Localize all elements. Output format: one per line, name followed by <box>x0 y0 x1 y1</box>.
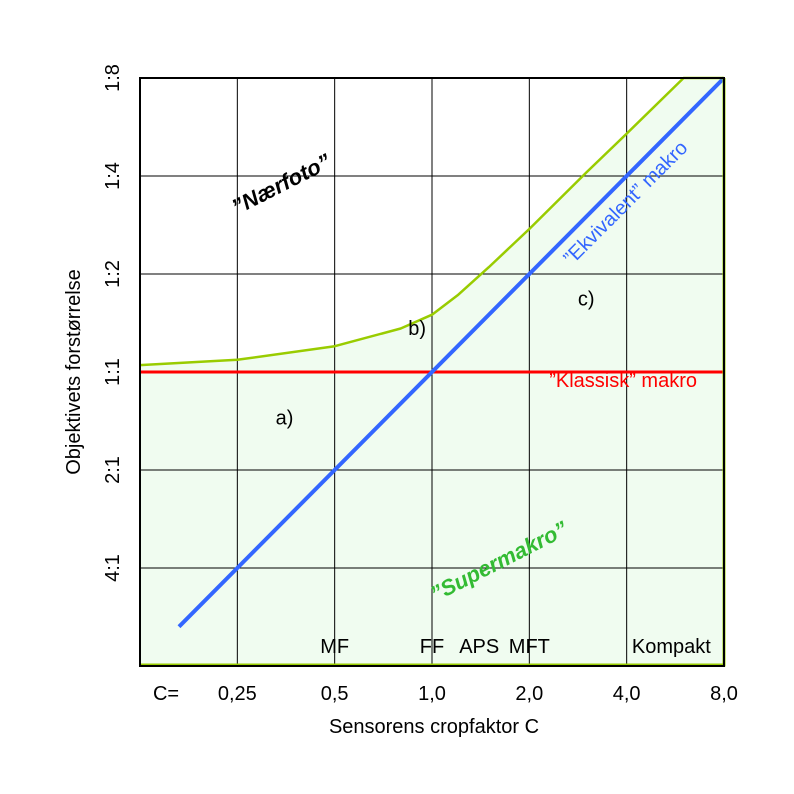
region-annotation-1: b) <box>408 318 426 340</box>
y-tick-label-5: 1:8 <box>102 64 124 92</box>
series-ekvivalent-makro <box>177 76 726 629</box>
sensor-label-3: MFT <box>509 636 550 658</box>
klassisk-makro-label: ”Klassisk” makro <box>549 370 697 392</box>
sensor-label-2: APS <box>459 636 499 658</box>
sensor-label-1: FF <box>420 636 444 658</box>
x-axis-prefix: C= <box>153 683 179 705</box>
x-axis-title: Sensorens cropfaktor C <box>329 716 539 738</box>
y-tick-label-3: 1:2 <box>102 260 124 288</box>
region-label-0: ”Nærfoto” <box>228 149 335 220</box>
x-tick-label-4: 4,0 <box>613 683 641 705</box>
x-tick-label-0: 0,25 <box>218 683 257 705</box>
y-tick-label-2: 1:1 <box>102 358 124 386</box>
x-tick-label-2: 1,0 <box>418 683 446 705</box>
sensor-label-0: MF <box>320 636 349 658</box>
y-tick-label-4: 1:4 <box>102 162 124 190</box>
x-tick-label-5: 8,0 <box>710 683 738 705</box>
x-tick-label-1: 0,5 <box>321 683 349 705</box>
series-boundary-curve <box>139 76 724 367</box>
y-tick-label-0: 4:1 <box>102 554 124 582</box>
y-tick-label-1: 2:1 <box>102 456 124 484</box>
y-axis-title: Objektivets forstørrelse <box>63 269 85 475</box>
region-annotation-2: c) <box>578 289 595 311</box>
plot-frame <box>139 77 725 667</box>
sensor-label-4: Kompakt <box>632 636 711 658</box>
x-tick-label-3: 2,0 <box>515 683 543 705</box>
tick-labels: 0,25 0,5 1,0 2,0 4,0 8,0 4:1 2:1 1:1 1:2 1:4 1:8 <box>102 64 738 705</box>
region-annotation-0: a) <box>276 407 294 429</box>
